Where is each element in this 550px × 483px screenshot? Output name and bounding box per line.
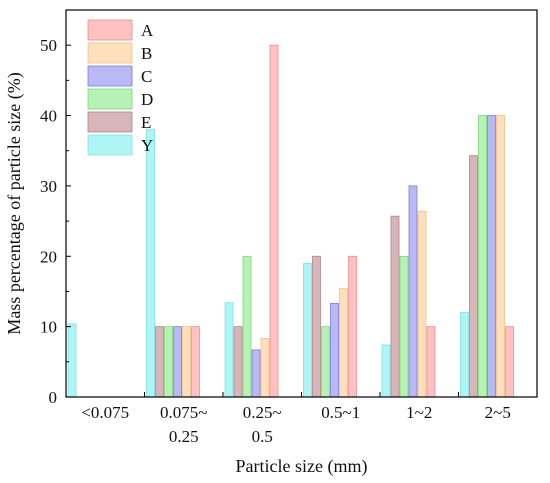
- bar-y-0: [67, 323, 77, 398]
- bar-d-3: [321, 326, 330, 398]
- bar-e-4: [390, 215, 400, 398]
- bar-e-3: [312, 255, 321, 398]
- bar-y-4: [381, 344, 391, 398]
- x-tick-label: 0.075~: [160, 403, 207, 422]
- x-axis: <0.075 0.075~ 0.25 0.25~ 0.5 0.5~1 1~2 2~5: [65, 392, 538, 446]
- x-tick-label: 0.5~1: [321, 403, 360, 422]
- bars-layer: [67, 44, 514, 398]
- bar-y-1: [146, 129, 155, 398]
- legend-label-b: B: [141, 44, 152, 63]
- bar-d-5: [478, 115, 487, 398]
- bar-b-2: [260, 338, 270, 398]
- bar-y-3: [303, 262, 312, 398]
- legend-label-e: E: [141, 113, 151, 132]
- legend-swatch-a: [87, 19, 133, 41]
- bar-a-5: [505, 326, 514, 398]
- legend-label-a: A: [141, 21, 154, 40]
- x-axis-title: Particle size (mm): [236, 456, 368, 477]
- x-tick-label: <0.075: [81, 403, 129, 422]
- bar-c-1: [173, 326, 182, 398]
- bar-e-1: [155, 326, 164, 398]
- legend-swatch-y: [87, 134, 133, 156]
- bar-e-5: [469, 155, 478, 398]
- bar-c-5: [487, 115, 496, 398]
- y-tick-label: 0: [49, 388, 58, 407]
- bar-y-2: [224, 302, 234, 398]
- legend-label-d: D: [141, 90, 153, 109]
- y-tick-label: 40: [40, 107, 57, 126]
- bar-b-3: [339, 288, 348, 398]
- bar-a-2: [269, 44, 279, 398]
- bar-b-1: [182, 326, 191, 398]
- legend-swatch-b: [87, 42, 133, 64]
- bar-a-1: [191, 326, 200, 398]
- bar-c-3: [330, 303, 339, 398]
- bar-c-4: [408, 185, 418, 398]
- y-tick-label: 30: [40, 177, 57, 196]
- x-tick-label: 2~5: [485, 403, 511, 422]
- x-tick-label: 0.25~: [243, 403, 282, 422]
- legend-label-y: Y: [141, 136, 153, 155]
- y-tick-label: 20: [40, 247, 57, 266]
- bar-b-5: [496, 115, 505, 398]
- bar-a-4: [426, 326, 436, 398]
- legend-label-c: C: [141, 67, 152, 86]
- bar-d-1: [164, 326, 173, 398]
- y-tick-label: 50: [40, 36, 57, 55]
- bar-b-4: [417, 210, 427, 398]
- bar-c-2: [251, 349, 261, 398]
- y-tick-label: 10: [40, 318, 57, 337]
- bar-e-2: [233, 326, 243, 398]
- bar-d-4: [399, 255, 409, 398]
- bar-y-5: [460, 312, 469, 398]
- x-tick-label: 1~2: [406, 403, 432, 422]
- legend-swatch-d: [87, 88, 133, 110]
- x-tick-label: 0.25: [169, 427, 199, 446]
- legend-swatch-c: [87, 65, 133, 87]
- y-axis: 0 10 20 30 40 50: [40, 36, 71, 407]
- x-tick-label: 0.5: [252, 427, 273, 446]
- bar-d-2: [242, 255, 252, 398]
- bar-a-3: [348, 255, 357, 398]
- legend-swatch-e: [87, 111, 133, 133]
- y-axis-title: Mass percentage of particle size (%): [4, 72, 25, 334]
